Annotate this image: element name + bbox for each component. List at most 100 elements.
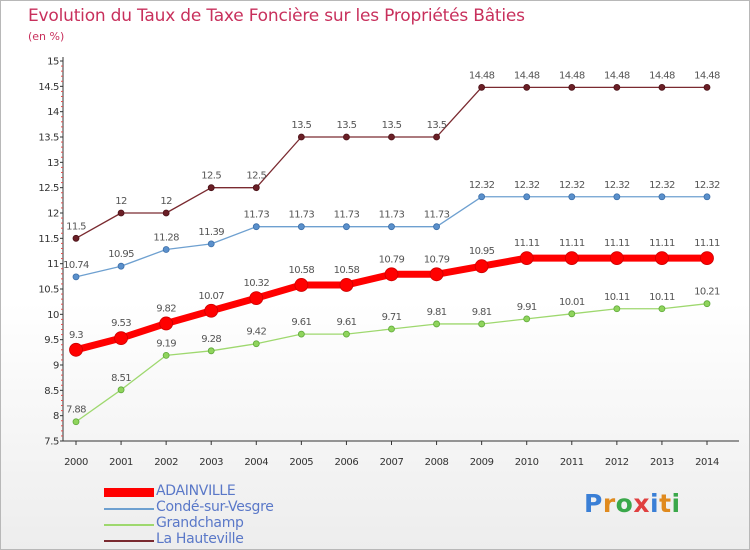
data-point	[478, 83, 486, 91]
data-label: 11.28	[153, 232, 179, 243]
data-point	[613, 305, 621, 313]
data-point	[564, 251, 579, 265]
data-label: 13.5	[291, 120, 311, 131]
data-label: 11.11	[694, 238, 720, 249]
data-label: 10.95	[108, 249, 134, 260]
y-tick-label: 13	[47, 158, 59, 169]
data-point	[703, 83, 711, 91]
data-point	[207, 347, 215, 355]
data-label: 12.5	[246, 171, 266, 182]
y-tick-label: 11.5	[38, 234, 59, 245]
data-label: 11.73	[424, 210, 450, 221]
data-label: 9.91	[517, 302, 537, 313]
data-point	[343, 330, 350, 338]
data-label: 13.5	[427, 120, 447, 131]
data-point	[703, 300, 711, 308]
data-label: 9.71	[382, 312, 402, 323]
data-label: 14.48	[469, 70, 495, 81]
data-label: 9.82	[156, 303, 176, 314]
legend-swatch	[104, 540, 154, 542]
y-tick-label: 12	[47, 209, 59, 220]
data-label: 11.39	[198, 227, 224, 238]
x-tick-label: 2001	[109, 457, 133, 468]
data-point	[523, 83, 531, 91]
data-label: 11.5	[66, 221, 86, 232]
data-label: 10.07	[198, 291, 224, 302]
data-point	[72, 234, 80, 242]
data-point	[162, 246, 170, 253]
data-point	[613, 83, 621, 91]
data-label: 7.88	[66, 405, 86, 416]
logo-letter: t	[659, 489, 672, 518]
y-tick-label: 8.5	[44, 386, 59, 397]
data-label: 11.11	[514, 238, 540, 249]
y-tick-label: 9.5	[44, 335, 59, 346]
data-label: 12.32	[559, 180, 585, 191]
data-point	[69, 342, 83, 357]
x-tick-label: 2010	[515, 457, 539, 468]
data-label: 9.81	[472, 307, 492, 318]
data-point	[478, 193, 486, 201]
data-point	[343, 223, 350, 231]
x-tick-label: 2005	[289, 457, 313, 468]
data-point	[568, 83, 576, 91]
legend-label: Condé-sur-Vesgre	[156, 499, 274, 515]
data-point	[159, 316, 174, 331]
data-label: 9.53	[111, 318, 131, 329]
x-tick-label: 2009	[470, 457, 494, 468]
data-point	[252, 340, 260, 348]
data-point	[207, 240, 215, 248]
legend-label: ADAINVILLE	[156, 483, 236, 499]
data-label: 10.74	[63, 260, 89, 271]
y-tick-label: 13.5	[38, 133, 59, 144]
data-point	[433, 133, 440, 141]
data-label: 14.48	[604, 70, 630, 81]
data-point	[568, 310, 576, 318]
data-label: 9.3	[69, 330, 83, 341]
data-label: 14.48	[649, 70, 675, 81]
y-tick-label: 14.5	[38, 82, 59, 93]
y-tick-label: 8	[53, 411, 59, 422]
data-label: 9.61	[291, 317, 311, 328]
data-label: 10.79	[424, 254, 450, 265]
data-label: 11.11	[604, 238, 630, 249]
data-point	[478, 320, 486, 328]
proxiti-logo: Proxiti	[584, 489, 681, 518]
data-point	[658, 193, 666, 201]
legend-label: Grandchamp	[156, 515, 244, 531]
data-point	[613, 193, 621, 201]
data-point	[207, 184, 215, 192]
data-label: 11.11	[559, 238, 585, 249]
data-point	[72, 273, 80, 281]
data-label: 9.19	[156, 338, 176, 349]
data-point	[658, 305, 666, 313]
data-label: 9.61	[336, 317, 356, 328]
y-tick-label: 14	[47, 107, 59, 118]
x-tick-label: 2004	[244, 457, 268, 468]
data-point	[343, 133, 350, 141]
x-tick-label: 2003	[199, 457, 223, 468]
unit-label: (en %)	[28, 30, 65, 43]
data-point	[252, 223, 260, 231]
legend-swatch	[104, 488, 154, 497]
data-label: 10.95	[469, 246, 495, 257]
data-label: 12	[160, 196, 172, 207]
logo-letter: P	[584, 489, 603, 518]
y-tick-label: 15	[47, 57, 59, 68]
data-point	[523, 193, 531, 201]
logo-letter: o	[615, 489, 634, 518]
data-point	[519, 251, 534, 265]
data-label: 10.32	[243, 278, 269, 289]
data-point	[388, 133, 395, 141]
data-label: 12.32	[604, 180, 630, 191]
x-tick-label: 2008	[425, 457, 449, 468]
data-point	[297, 330, 305, 338]
data-point	[433, 223, 440, 231]
data-point	[384, 267, 399, 282]
y-tick-label: 12.5	[38, 183, 59, 194]
data-label: 10.79	[379, 254, 405, 265]
data-label: 12	[115, 196, 127, 207]
data-label: 13.5	[382, 120, 402, 131]
data-point	[114, 331, 128, 346]
